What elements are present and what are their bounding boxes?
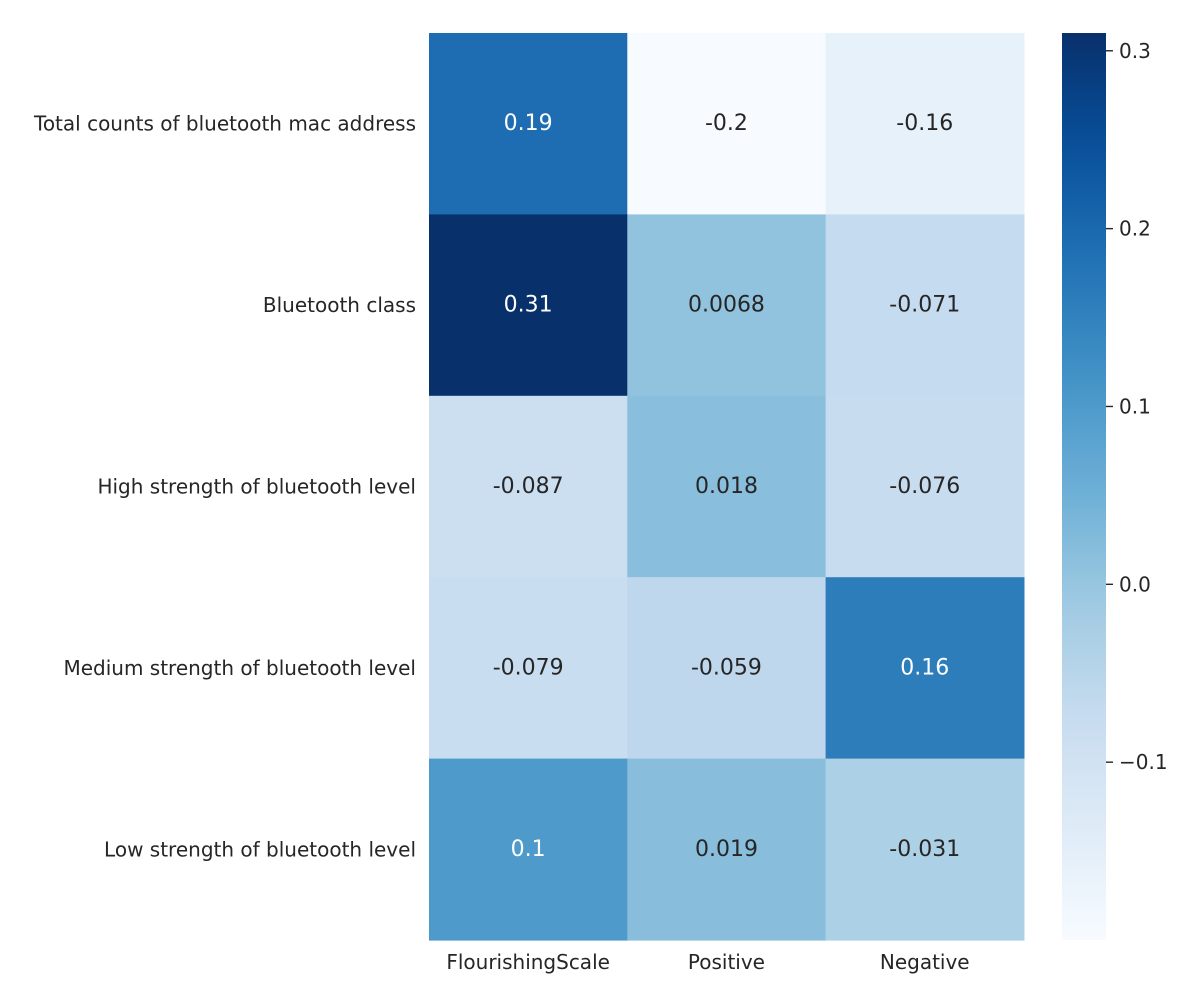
- column-labels: FlourishingScale Positive Negative: [446, 950, 969, 974]
- colorbar-ticks: −0.1 0.0 0.1 0.2 0.3: [1106, 39, 1168, 774]
- heatmap-cell: [429, 758, 628, 941]
- cell-value-label: -0.059: [691, 655, 762, 680]
- row-labels: Total counts of bluetooth mac address Blu…: [33, 112, 416, 862]
- column-label: Positive: [688, 950, 765, 974]
- heatmap-cell: [429, 214, 628, 397]
- heatmap-cell: [825, 214, 1025, 397]
- cell-value-label: 0.019: [695, 837, 758, 862]
- cell-value-label: -0.079: [493, 655, 564, 680]
- row-label: Total counts of bluetooth mac address: [33, 112, 416, 136]
- heatmap-cell: [825, 33, 1025, 215]
- cell-value-label: 0.1: [511, 837, 546, 862]
- heatmap-cell: [429, 577, 628, 760]
- heatmap-cell: [825, 577, 1025, 760]
- cell-value-label: 0.0068: [688, 293, 765, 318]
- colorbar: −0.1 0.0 0.1 0.2 0.3: [1062, 33, 1168, 940]
- heatmap-cell: [627, 33, 827, 215]
- heatmap-cell: [627, 577, 827, 760]
- colorbar-tick-label: 0.2: [1119, 217, 1151, 241]
- colorbar-gradient: [1062, 33, 1106, 940]
- cell-value-label: -0.16: [896, 111, 953, 136]
- colorbar-tick-label: 0.0: [1119, 572, 1151, 596]
- colorbar-tick-label: 0.3: [1119, 39, 1151, 63]
- row-label: Bluetooth class: [263, 293, 416, 317]
- column-label: FlourishingScale: [446, 950, 610, 974]
- heatmap-cell: [429, 33, 628, 215]
- heatmap-cell: [825, 758, 1025, 941]
- heatmap-value-labels: 0.19 -0.2 -0.16 0.31 0.0068 -0.071 -0.087 0.018…: [493, 111, 961, 862]
- cell-value-label: -0.2: [705, 111, 748, 136]
- heatmap-cell: [627, 214, 827, 397]
- cell-value-label: -0.087: [493, 474, 564, 499]
- heatmap-cell: [825, 395, 1025, 578]
- cell-value-label: -0.071: [889, 293, 960, 318]
- column-label: Negative: [880, 950, 970, 974]
- cell-value-label: 0.19: [504, 111, 553, 136]
- cell-value-label: -0.031: [889, 837, 960, 862]
- row-label: Low strength of bluetooth level: [104, 837, 416, 861]
- cell-value-label: -0.076: [889, 474, 960, 499]
- cell-value-label: 0.018: [695, 474, 758, 499]
- row-label: Medium strength of bluetooth level: [63, 656, 416, 680]
- colorbar-tick-label: 0.1: [1119, 394, 1151, 418]
- colorbar-tick-label: −0.1: [1119, 750, 1168, 774]
- heatmap-cell: [627, 395, 827, 578]
- row-label: High strength of bluetooth level: [97, 475, 416, 499]
- heatmap-cells: [429, 33, 1025, 941]
- heatmap-cell: [429, 395, 628, 578]
- cell-value-label: 0.31: [504, 293, 553, 318]
- heatmap-cell: [627, 758, 827, 941]
- cell-value-label: 0.16: [900, 655, 949, 680]
